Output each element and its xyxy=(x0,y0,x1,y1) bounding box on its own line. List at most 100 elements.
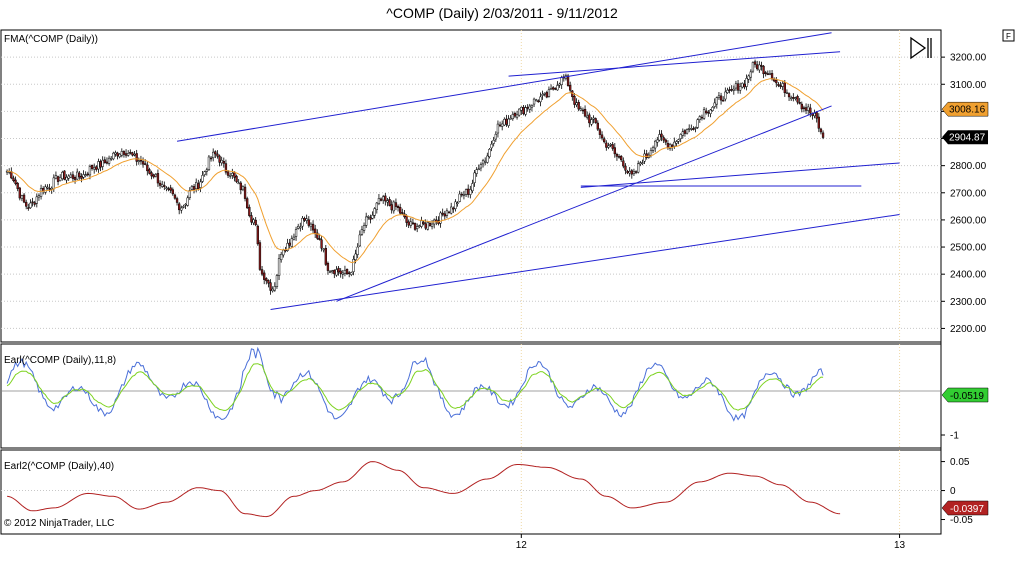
candle-body xyxy=(549,88,553,90)
candle-body xyxy=(31,201,34,204)
candle xyxy=(488,147,491,159)
candle-body xyxy=(154,174,157,177)
candle-body xyxy=(626,171,629,174)
candle xyxy=(31,197,34,207)
candle xyxy=(46,184,49,190)
candle-body xyxy=(790,97,793,100)
candle xyxy=(509,115,512,120)
y-tick-label: 2500.00 xyxy=(950,243,987,254)
candle xyxy=(69,172,72,179)
candle xyxy=(494,131,497,142)
candle-body xyxy=(18,187,21,199)
candle xyxy=(758,61,761,73)
candle xyxy=(243,183,247,202)
candle-body xyxy=(118,153,121,158)
candle xyxy=(235,174,238,184)
candle-body xyxy=(367,216,370,218)
candle-body xyxy=(775,79,778,84)
candle xyxy=(475,167,478,177)
candle-body xyxy=(649,150,653,156)
candle-body xyxy=(254,219,257,226)
candle xyxy=(573,93,576,108)
candle-body xyxy=(426,222,429,230)
candle-body xyxy=(586,115,589,118)
candle-body xyxy=(63,170,66,180)
candle-body xyxy=(105,161,109,164)
candle-body xyxy=(566,75,570,86)
candle xyxy=(76,168,79,180)
candle-body xyxy=(745,78,748,87)
candle-body xyxy=(184,203,187,206)
candle xyxy=(86,171,89,177)
candle xyxy=(454,199,457,212)
candle xyxy=(218,154,221,167)
candle xyxy=(541,90,544,100)
candle-body xyxy=(386,200,389,203)
candle-body xyxy=(35,196,38,204)
y-tick-label: 3200.00 xyxy=(950,53,987,64)
candle xyxy=(702,107,706,120)
candle xyxy=(216,150,219,159)
candle xyxy=(443,210,446,220)
candle xyxy=(460,191,463,198)
candle-body xyxy=(265,278,268,282)
candle-body xyxy=(331,270,334,273)
candle xyxy=(182,204,185,209)
candle xyxy=(630,168,633,179)
candle xyxy=(246,196,249,209)
candle xyxy=(713,98,716,109)
candle-body xyxy=(637,163,640,173)
candle-body xyxy=(679,134,682,139)
candle-body xyxy=(641,162,644,164)
candle xyxy=(275,274,279,289)
candle xyxy=(352,255,355,276)
candle xyxy=(532,97,536,108)
candle-body xyxy=(86,173,89,176)
candle-body xyxy=(798,102,801,104)
candle-body xyxy=(730,89,733,91)
candle-body xyxy=(503,119,506,126)
candle xyxy=(343,265,347,277)
candle xyxy=(581,107,585,115)
candle-body xyxy=(365,216,368,226)
candle xyxy=(562,74,565,82)
candle-body xyxy=(316,232,319,239)
properties-button[interactable] xyxy=(1002,29,1015,42)
candle xyxy=(821,130,825,140)
candle xyxy=(63,170,66,181)
candle-body xyxy=(815,112,818,119)
candle xyxy=(545,90,548,99)
last-price-badge: 2904.87 xyxy=(942,130,988,145)
candle-body xyxy=(696,119,699,128)
candle-body xyxy=(37,195,41,198)
candle-body xyxy=(486,155,489,163)
candle-body xyxy=(726,89,729,94)
candle xyxy=(314,224,317,239)
candle-body xyxy=(343,269,347,274)
candle xyxy=(603,136,606,144)
candle xyxy=(626,169,629,175)
candle-body xyxy=(501,123,504,127)
candle xyxy=(369,214,372,224)
candle xyxy=(133,150,136,157)
candle-body xyxy=(496,123,500,134)
candle-body xyxy=(97,161,100,170)
candle xyxy=(99,159,102,172)
candle-body xyxy=(360,229,364,235)
play-end-icon[interactable] xyxy=(910,36,932,60)
candle-body xyxy=(634,171,638,173)
candle-body xyxy=(127,153,130,156)
candle xyxy=(401,208,404,215)
candle-body xyxy=(231,172,234,176)
candle xyxy=(586,111,589,120)
candle xyxy=(124,149,128,158)
candle xyxy=(647,152,650,159)
candle xyxy=(783,79,786,97)
candle-body xyxy=(528,105,531,110)
candle-body xyxy=(139,159,143,162)
candle xyxy=(622,157,625,169)
candle-body xyxy=(541,94,544,96)
candle-body xyxy=(443,213,446,217)
candle-body xyxy=(817,116,820,129)
candle xyxy=(730,85,733,92)
